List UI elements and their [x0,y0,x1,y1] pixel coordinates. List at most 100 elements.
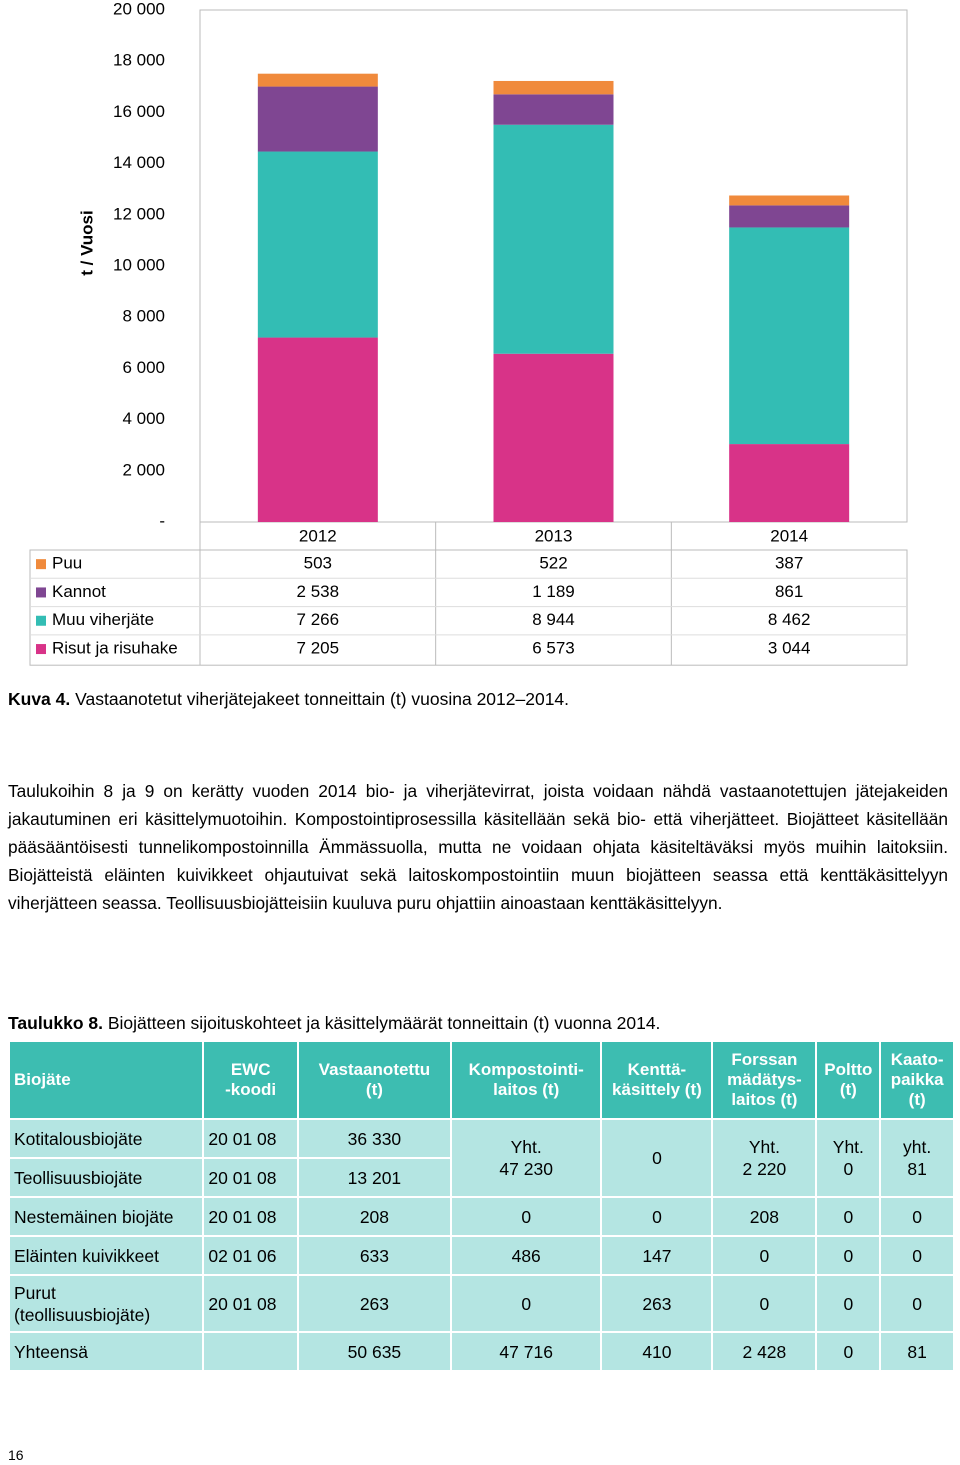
table-cell: Yht. 47 230 [451,1120,601,1196]
table-cell: 0 [451,1198,601,1235]
legend-swatch [36,559,46,570]
y-tick-label: 4 000 [122,409,165,428]
table-cell: 633 [298,1237,450,1274]
chart: t / Vuosi - 2 000 4 000 6 000 8 000 10 000 12 … [29,0,908,666]
table-cell: 81 [881,1333,953,1370]
table-cell: 486 [451,1237,601,1274]
header-cell: Kaato- paikka (t) [881,1042,953,1118]
header-cell: Forssan mädätys- laitos (t) [713,1042,816,1118]
table-cell: 20 01 08 [204,1276,297,1331]
table-row: Purut (teollisuusbiojäte) 20 01 08 263 0 263… [10,1276,953,1331]
header-cell: Kenttä- käsittely (t) [602,1042,712,1118]
table-row: Eläinten kuivikkeet 02 01 06 633 486 147 0 0 0 [10,1237,953,1274]
bar-segment [257,86,378,152]
table-cell: Purut (teollisuusbiojäte) [10,1276,203,1331]
table-cell [204,1333,297,1370]
table-cell: 0 [602,1198,712,1235]
bar-segment [493,80,614,95]
legend-swatch [36,587,46,598]
legend-swatch [36,644,46,655]
table-frame [29,549,908,666]
y-tick-label: 2 000 [122,460,165,479]
table-cell: 2 428 [713,1333,816,1370]
table-cell: 0 [881,1237,953,1274]
table-cell: 410 [602,1333,712,1370]
paragraph: Taulukoihin 8 ja 9 on kerätty vuoden 201… [8,781,948,913]
table-title-text: Biojätteen sijoituskohteet ja käsittelym… [107,1013,661,1033]
table-cell: Eläinten kuivikkeet [10,1237,203,1274]
x-tick-label: 2012 [299,526,337,545]
table-cell: Yht. 2 220 [713,1120,816,1196]
bar-segment [493,124,614,354]
legend-label: Risut ja risuhake [52,639,178,658]
table-row: Nestemäinen biojäte 20 01 08 208 0 0 208 0 0 [10,1198,953,1235]
bar-segment [257,151,378,338]
y-tick-label: 6 000 [122,358,165,377]
table-cell: Teollisuusbiojäte [10,1159,203,1196]
table-cell: 263 [298,1276,450,1331]
value-label: 861 [775,582,803,601]
table-cell: 36 330 [298,1120,450,1157]
bar-segment [729,195,850,206]
table-cell: yht. 81 [881,1120,953,1196]
y-tick-label: - [159,511,165,530]
table-row: Kotitalousbiojäte 20 01 08 36 330 Yht. 47 2… [10,1120,953,1196]
table-cell: 50 635 [298,1333,450,1370]
table-title-label: Taulukko 8. [8,1013,103,1033]
data-table: Biojäte EWC -koodi Vastaanotettu (t) Kompos… [8,1040,955,1372]
value-label: 7 266 [297,610,340,629]
value-label: 2 538 [297,582,340,601]
table-cell: 0 [817,1198,880,1235]
bar-segment [493,94,614,125]
table-row: Yhteensä 50 635 47 716 410 2 428 0 81 [10,1333,953,1370]
table-cell: 0 [713,1276,816,1331]
legend-label: Puu [52,554,82,573]
table-cell: Yhteensä [10,1333,203,1370]
table-cell: Kotitalousbiojäte [10,1120,203,1157]
bar-segment [257,337,378,522]
y-tick-label: 20 000 [113,0,165,18]
legend-swatch [36,615,46,626]
legend-label: Muu viherjäte [52,610,154,629]
table-cell: 47 716 [451,1333,601,1370]
caption-text: Vastaanotetut viherjätejakeet tonneittai… [75,689,570,709]
value-label: 6 573 [532,639,575,658]
bar-segment [257,73,378,87]
y-tick-label: 8 000 [122,307,165,326]
table-title: Taulukko 8. Biojätteen sijoituskohteet j… [8,1013,660,1034]
table-cell: 20 01 08 [204,1120,297,1157]
table-cell: Yht. 0 [817,1120,880,1196]
value-label: 8 944 [532,610,575,629]
table-cell: 0 [817,1237,880,1274]
table-cell: 0 [602,1120,712,1196]
bar-segment [729,444,850,522]
table-cell: 0 [451,1276,601,1331]
header-cell: Kompostointi- laitos (t) [451,1042,601,1118]
value-label: 8 462 [768,610,811,629]
value-label: 7 205 [297,639,340,658]
table-cell: 02 01 06 [204,1237,297,1274]
table-cell: 0 [881,1276,953,1331]
legend-label: Kannot [52,582,106,601]
y-tick-label: 18 000 [113,51,165,70]
header-cell: Biojäte [10,1042,203,1118]
table-cell: Nestemäinen biojäte [10,1198,203,1235]
table-cell: 0 [817,1276,880,1331]
table-cell: 147 [602,1237,712,1274]
header-cell: Vastaanotettu (t) [298,1042,450,1118]
page-number: 16 [8,1447,24,1463]
table-cell: 208 [298,1198,450,1235]
x-tick-label: 2014 [770,526,808,545]
table-cell: 0 [713,1237,816,1274]
x-tick-label: 2013 [535,526,573,545]
table-cell: 20 01 08 [204,1198,297,1235]
header-cell: EWC -koodi [204,1042,297,1118]
table-cell: 0 [817,1333,880,1370]
bar-segment [729,205,850,228]
value-label: 387 [775,554,803,573]
table-cell: 263 [602,1276,712,1331]
caption-label: Kuva 4. [8,689,71,709]
table-cell: 20 01 08 [204,1159,297,1196]
y-tick-label: 14 000 [113,153,165,172]
